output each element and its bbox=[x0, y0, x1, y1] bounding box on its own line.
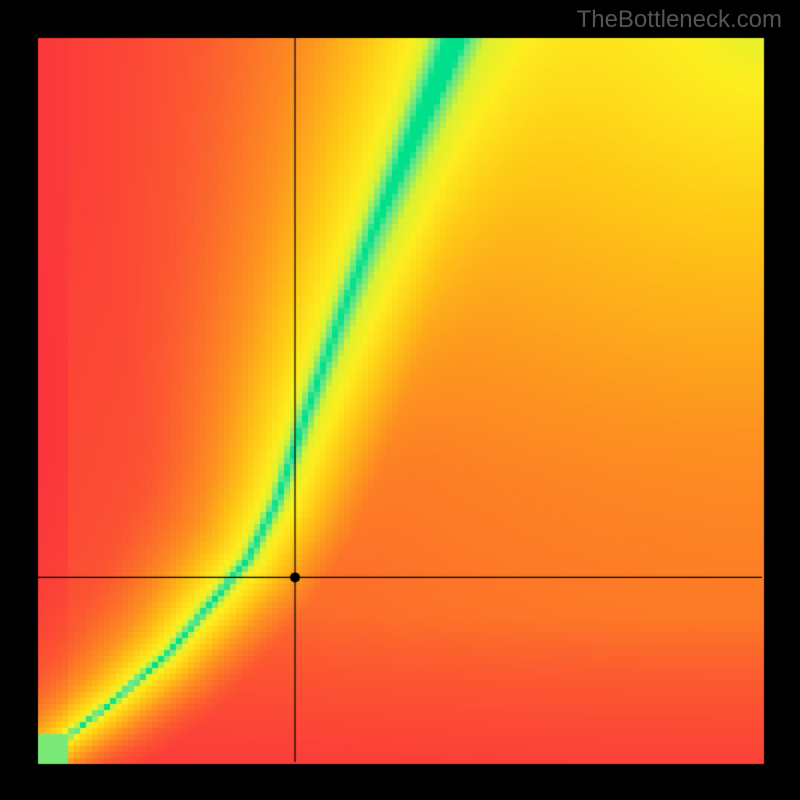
watermark-text: TheBottleneck.com bbox=[577, 6, 782, 34]
bottleneck-heatmap bbox=[0, 0, 800, 800]
